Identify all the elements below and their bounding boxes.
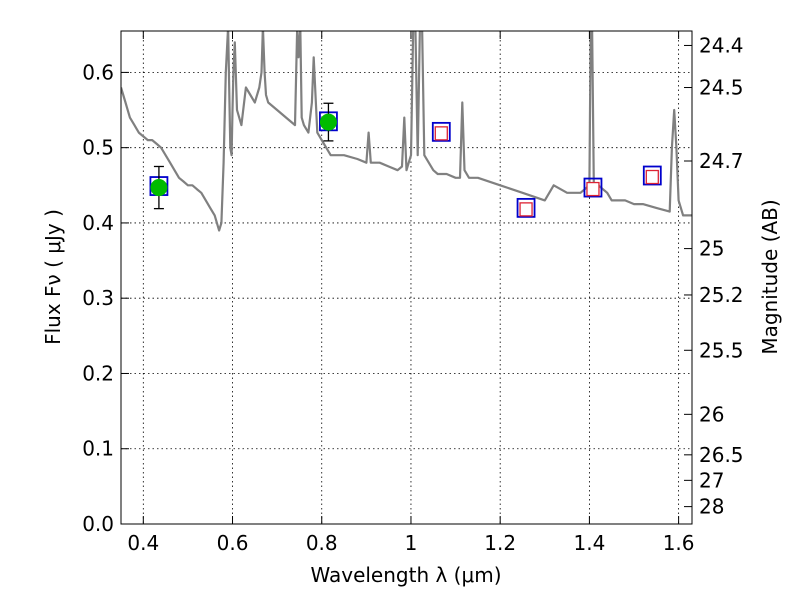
- right-tick-label: 26.5: [699, 443, 744, 467]
- x-axis-label: Wavelength λ (μm): [310, 563, 501, 587]
- x-tick-label: 1: [405, 531, 418, 555]
- y-tick-label: 0.4: [82, 211, 114, 235]
- x-tick-label: 0.6: [217, 531, 249, 555]
- grid-lines: [121, 31, 692, 525]
- axis-ticks: [121, 31, 692, 525]
- y-axis-label: Flux Fν ( μJy ): [41, 209, 65, 345]
- y-tick-label: 0.5: [82, 136, 114, 160]
- x-tick-label: 0.8: [306, 531, 338, 555]
- blue-box-marker: [516, 197, 536, 218]
- x-tick-label: 0.4: [127, 531, 159, 555]
- right-tick-label: 28: [699, 495, 724, 519]
- red-box-marker: [645, 169, 659, 185]
- red-box-marker: [519, 202, 533, 217]
- y-tick-label: 0.2: [82, 361, 114, 385]
- blue-box-marker: [642, 165, 662, 186]
- right-tick-label: 25.5: [699, 338, 744, 362]
- blue-box-marker: [583, 177, 603, 198]
- y-tick-labels: 0.0 0.1 0.2 0.3 0.4 0.5 0.6: [82, 60, 114, 536]
- right-tick-label: 24.5: [699, 76, 744, 100]
- right-tick-label: 27: [699, 468, 724, 492]
- y-tick-label: 0.3: [82, 286, 114, 310]
- model-sed-line: [121, 31, 692, 232]
- x-tick-label: 1.4: [573, 531, 605, 555]
- x-tick-labels: 0.4 0.6 0.8 1 1.2 1.4 1.6: [127, 531, 694, 555]
- right-tick-label: 25.2: [699, 283, 744, 307]
- right-tick-label: 24.4: [699, 33, 744, 57]
- right-tick-label: 24.7: [699, 149, 744, 173]
- data-point: [150, 179, 168, 197]
- right-axis-label: Magnitude (AB): [758, 199, 782, 354]
- y-tick-label: 0.0: [82, 512, 114, 536]
- x-tick-label: 1.2: [484, 531, 516, 555]
- photometry-markers: [149, 102, 662, 218]
- red-box-marker: [586, 181, 600, 197]
- data-point: [319, 113, 337, 131]
- red-box-marker: [434, 126, 448, 141]
- right-tick-label: 25: [699, 237, 724, 261]
- blue-box-marker: [431, 121, 451, 142]
- plot-frame: [120, 30, 693, 525]
- right-tick-label: 26: [699, 402, 724, 426]
- y-tick-label: 0.6: [82, 60, 114, 84]
- x-tick-label: 1.6: [663, 531, 695, 555]
- y-tick-label: 0.1: [82, 437, 114, 461]
- right-tick-labels: 24.4 24.5 24.7 25 25.2 25.5 26 26.527 28: [699, 33, 744, 518]
